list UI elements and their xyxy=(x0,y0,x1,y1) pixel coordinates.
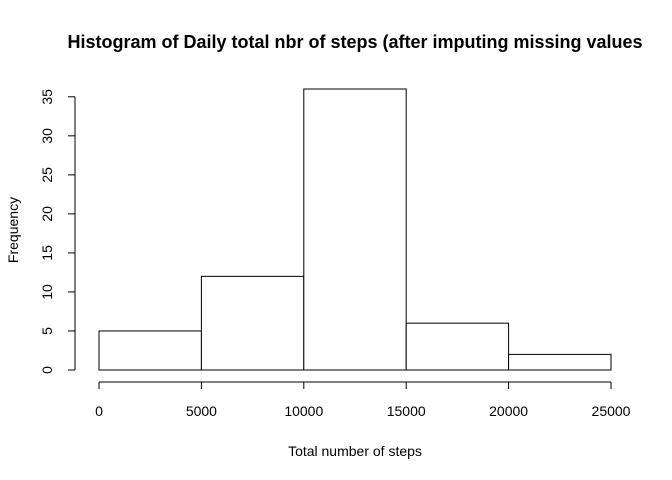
x-tick-label-4: 20000 xyxy=(489,403,528,419)
chart-title: Histogram of Daily total nbr of steps (a… xyxy=(67,32,642,52)
x-axis: 0 5000 10000 15000 20000 25000 xyxy=(95,381,631,419)
bars-group xyxy=(98,88,612,371)
histogram-bar-4 xyxy=(508,353,612,371)
y-tick-label-4: 20 xyxy=(39,206,55,222)
y-tick-label-1: 5 xyxy=(39,327,55,335)
histogram-bar-1 xyxy=(200,275,305,371)
x-tick-label-3: 15000 xyxy=(387,403,426,419)
y-tick-label-5: 25 xyxy=(39,167,55,183)
histogram-bar-3 xyxy=(405,322,510,371)
histogram-bar-2 xyxy=(303,88,407,371)
y-tick-label-6: 30 xyxy=(39,128,55,144)
x-axis-label: Total number of steps xyxy=(288,443,422,459)
x-tick-label-0: 0 xyxy=(95,403,103,419)
x-tick-label-5: 25000 xyxy=(592,403,631,419)
y-tick-label-3: 15 xyxy=(39,245,55,261)
x-tick-label-2: 10000 xyxy=(284,403,323,419)
x-tick-label-1: 5000 xyxy=(186,403,217,419)
y-tick-label-7: 35 xyxy=(39,89,55,105)
y-axis-label: Frequency xyxy=(5,197,21,263)
y-tick-label-0: 0 xyxy=(39,366,55,374)
y-tick-label-2: 10 xyxy=(39,284,55,300)
histogram-bar-0 xyxy=(98,330,202,371)
y-axis: 0 5 10 15 20 25 30 35 xyxy=(39,89,76,374)
